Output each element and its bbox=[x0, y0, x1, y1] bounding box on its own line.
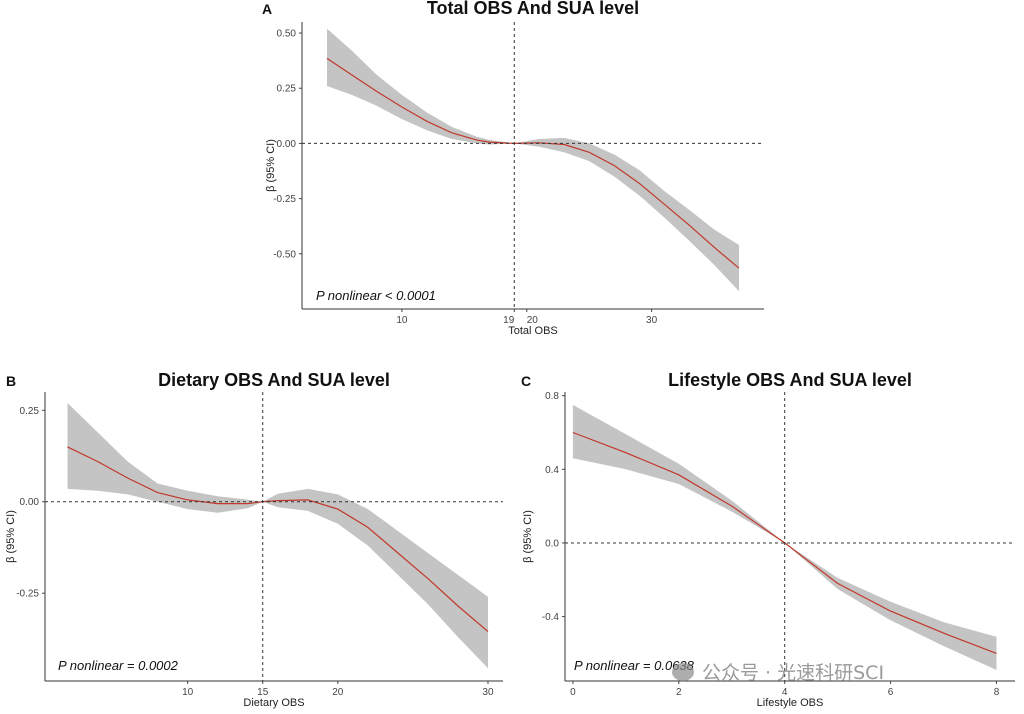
chart-panel-c: 0 2 4 6 8 0.8 0.4 0.0 -0.4 C Lifestyle OBS And SUA… bbox=[521, 370, 1015, 709]
y-axis-label: β (95% CI) bbox=[265, 139, 277, 192]
watermark: 公众号 · 光速科研SCI bbox=[672, 658, 884, 685]
x-tick-label: 30 bbox=[482, 687, 494, 698]
chart-title: Lifestyle OBS And SUA level bbox=[668, 370, 912, 390]
nonlinear-p-annotation: P nonlinear < 0.0001 bbox=[316, 288, 436, 303]
confidence-band bbox=[327, 28, 739, 292]
x-axis-label: Lifestyle OBS bbox=[757, 697, 824, 709]
chart-title: Total OBS And SUA level bbox=[427, 0, 639, 18]
x-tick-label: 10 bbox=[182, 687, 194, 698]
panel-letter: C bbox=[521, 373, 531, 389]
x-tick-label: 6 bbox=[888, 687, 894, 698]
watermark-text: 公众号 · 光速科研SCI bbox=[702, 662, 885, 684]
nonlinear-p-annotation: P nonlinear = 0.0638 bbox=[574, 658, 695, 673]
x-tick-label: 20 bbox=[332, 687, 344, 698]
y-tick-label: -0.50 bbox=[273, 249, 296, 260]
confidence-band bbox=[67, 403, 488, 669]
x-tick-label: 10 bbox=[396, 315, 408, 326]
chart-title: Dietary OBS And SUA level bbox=[158, 370, 390, 390]
y-tick-label: 0.25 bbox=[20, 406, 40, 417]
chart-panel-a: 10 19 20 30 0.50 0.25 0.00 -0.25 -0.50 A Total OBS… bbox=[262, 0, 764, 337]
confidence-band bbox=[572, 404, 997, 670]
y-tick-label: 0.0 bbox=[545, 538, 559, 549]
y-axis-label: β (95% CI) bbox=[522, 510, 534, 563]
x-tick-label: 4 bbox=[782, 687, 788, 698]
y-tick-label: 0.4 bbox=[545, 465, 559, 476]
y-tick-label: 0.50 bbox=[277, 29, 297, 40]
y-tick-label: 0.00 bbox=[277, 139, 297, 150]
x-tick-label: 30 bbox=[646, 315, 658, 326]
y-tick-label: 0.25 bbox=[277, 84, 297, 95]
y-tick-label: 0.8 bbox=[545, 391, 559, 402]
wechat-icon bbox=[672, 662, 694, 681]
x-tick-label: 8 bbox=[994, 687, 1000, 698]
y-tick-label: -0.4 bbox=[542, 612, 560, 623]
y-tick-label: -0.25 bbox=[273, 194, 296, 205]
nonlinear-p-annotation: P nonlinear = 0.0002 bbox=[58, 658, 179, 673]
panel-letter: A bbox=[262, 1, 272, 17]
estimate-curve bbox=[67, 446, 489, 633]
x-tick-label: 2 bbox=[676, 687, 682, 698]
y-tick-label: -0.25 bbox=[16, 589, 39, 600]
y-axis-label: β (95% CI) bbox=[5, 510, 17, 563]
panel-letter: B bbox=[6, 373, 16, 389]
x-tick-label: 15 bbox=[257, 687, 269, 698]
x-axis-label: Total OBS bbox=[508, 325, 558, 337]
x-axis-label: Dietary OBS bbox=[243, 697, 304, 709]
y-tick-label: 0.00 bbox=[20, 497, 40, 508]
x-tick-label: 19 bbox=[503, 315, 515, 326]
x-tick-label: 20 bbox=[527, 315, 539, 326]
x-tick-label: 0 bbox=[570, 687, 576, 698]
chart-panel-b: 10 15 20 30 0.25 0.00 -0.25 B Dietary OBS And SU… bbox=[5, 370, 503, 709]
